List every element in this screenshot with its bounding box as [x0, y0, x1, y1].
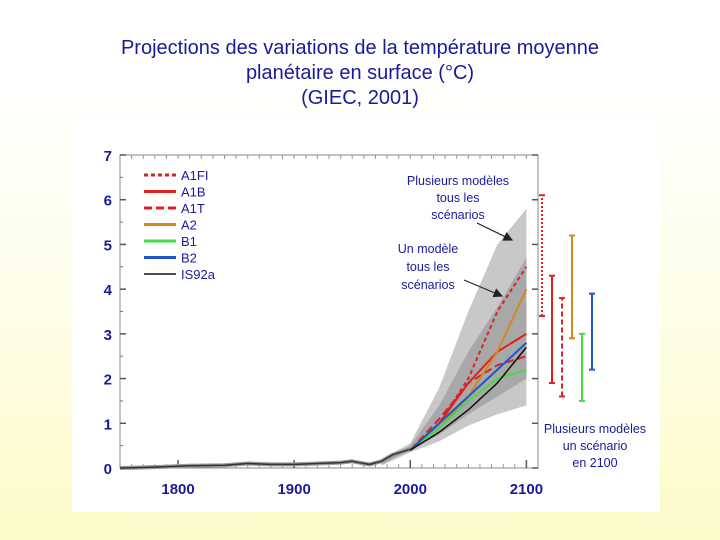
title-line-1: Projections des variations de la tempéra… [120, 37, 600, 59]
legend-label-a1fi: A1FI [181, 168, 208, 183]
legend-label-is92a: IS92a [181, 267, 216, 282]
legend-label-b1: B1 [181, 234, 197, 249]
arrow-single-model [463, 279, 504, 298]
annotation-text: tous les [436, 191, 479, 205]
series-line-a1fi [409, 266, 528, 451]
series-line-is92a [409, 346, 527, 451]
y-tick-label: 3 [104, 327, 112, 344]
annotation-text: scénarios [431, 208, 485, 222]
annotation-all: Plusieurs modèles tous les scénarios [407, 174, 509, 222]
range-bar-b2 [589, 292, 595, 371]
range-bar-a1t [559, 297, 565, 398]
series-line-b2 [409, 342, 528, 451]
annotation-bars: Plusieurs modèles un scénario en 2100 [544, 422, 646, 470]
annotation-text: scénarios [401, 278, 455, 292]
slide-title: Projections des variations de la tempéra… [0, 36, 720, 111]
historical-line [119, 448, 411, 469]
annotation-text: en 2100 [572, 456, 617, 470]
x-tick-label: 1800 [161, 481, 194, 498]
series-line-b1 [409, 368, 527, 451]
range-bar-a2 [569, 234, 575, 340]
legend-label-a1b: A1B [181, 185, 206, 200]
envelope-1 [381, 208, 527, 466]
legend-label-b2: B2 [181, 251, 197, 266]
chart-panel: 0 1 2 3 4 5 6 7 1800 1900 2000 2100 A1FI A1B A1T A2 B1 B2… [72, 120, 660, 512]
annotation-text: Plusieurs modèles [407, 174, 509, 188]
y-tick-label: 1 [104, 416, 112, 433]
annotation-text: tous les [406, 260, 449, 274]
range-bar-a1b [549, 274, 555, 385]
legend-label-a1t: A1T [181, 201, 205, 216]
annotation-single: Un modèle tous les scénarios [398, 242, 458, 292]
annotation-text: Plusieurs modèles [544, 422, 646, 436]
annotation-text: Un modèle [398, 242, 458, 256]
y-tick-label: 6 [104, 193, 112, 210]
x-tick-label: 2100 [510, 481, 543, 498]
x-tick-label: 1900 [277, 481, 310, 498]
envelope-2 [381, 257, 527, 465]
range-bar-a1fi [539, 194, 545, 317]
legend-label-a2: A2 [181, 218, 197, 233]
y-tick-label: 2 [104, 372, 112, 389]
x-tick-label: 2000 [394, 481, 427, 498]
range-bar-b1 [579, 332, 585, 402]
y-tick-label: 7 [104, 148, 112, 165]
y-tick-label: 4 [104, 282, 113, 299]
series-line-a1t [409, 355, 527, 451]
y-tick-label: 0 [104, 461, 112, 478]
title-line-3: (GIEC, 2001) [301, 87, 419, 109]
title-line-2: planétaire en surface (°C) [245, 62, 475, 84]
y-tick-label: 5 [104, 237, 112, 254]
arrow-all-models [476, 222, 514, 241]
annotation-text: un scénario [563, 439, 628, 453]
